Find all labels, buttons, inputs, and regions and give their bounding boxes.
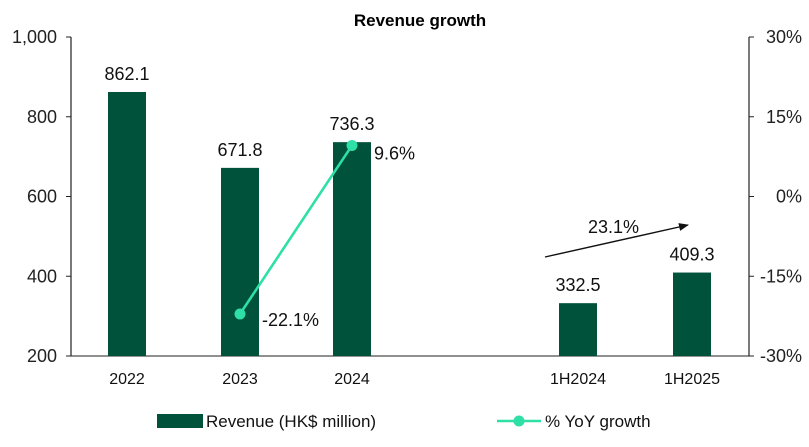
growth-arrow (544, 223, 689, 258)
y-right-tick-label: 15% (766, 107, 802, 127)
x-tick-label: 1H2024 (550, 371, 606, 388)
y-right-tick-label: 0% (776, 187, 802, 207)
revenue-bar (673, 272, 711, 356)
data-labels: 862.1 671.8 736.3 332.5 409.3 -22.1% 9.6% (104, 64, 714, 330)
revenue-bar (333, 142, 371, 356)
revenue-value-label: 862.1 (104, 64, 149, 84)
y-left-tick-label: 200 (27, 346, 57, 366)
yoy-growth-line (238, 144, 354, 315)
line-series (234, 139, 358, 320)
revenue-value-label: 332.5 (555, 275, 600, 295)
growth-annotation: 23.1% (544, 217, 689, 258)
y-left-tick-label: 800 (27, 107, 57, 127)
y-right-tick-label: -15% (760, 266, 802, 286)
bar-series (108, 91, 711, 357)
chart-title: Revenue growth (354, 11, 486, 30)
y-right-tick-label: -30% (760, 346, 802, 366)
x-tick-label: 2023 (222, 371, 258, 388)
legend: Revenue (HK$ million) % YoY growth (157, 412, 651, 431)
revenue-value-label: 736.3 (329, 114, 374, 134)
revenue-bar (108, 91, 146, 357)
revenue-bar (221, 167, 259, 356)
revenue-value-label: 409.3 (669, 245, 714, 265)
yoy-growth-label: -22.1% (262, 310, 319, 330)
x-tick-label: 2022 (109, 371, 145, 388)
revenue-bar (559, 303, 597, 356)
revenue-value-label: 671.8 (217, 140, 262, 160)
legend-label-yoy: % YoY growth (545, 412, 651, 431)
y-left-tick-label: 400 (27, 266, 57, 286)
legend-swatch-marker (513, 415, 525, 427)
yoy-growth-point (346, 139, 358, 151)
axes: 1,000 800 600 400 200 30% 15% 0% -15% -30% 2022 202… (12, 27, 802, 388)
legend-swatch-revenue (157, 414, 203, 428)
yoy-growth-label: 9.6% (374, 143, 415, 163)
y-left-tick-label: 1,000 (12, 27, 57, 47)
x-tick-label: 1H2025 (664, 371, 720, 388)
y-right-tick-label: 30% (766, 27, 802, 47)
y-left-tick-label: 600 (27, 187, 57, 207)
yoy-growth-point (234, 308, 246, 320)
x-tick-label: 2024 (334, 371, 370, 388)
legend-label-revenue: Revenue (HK$ million) (206, 412, 376, 431)
growth-arrow-label: 23.1% (588, 217, 639, 237)
